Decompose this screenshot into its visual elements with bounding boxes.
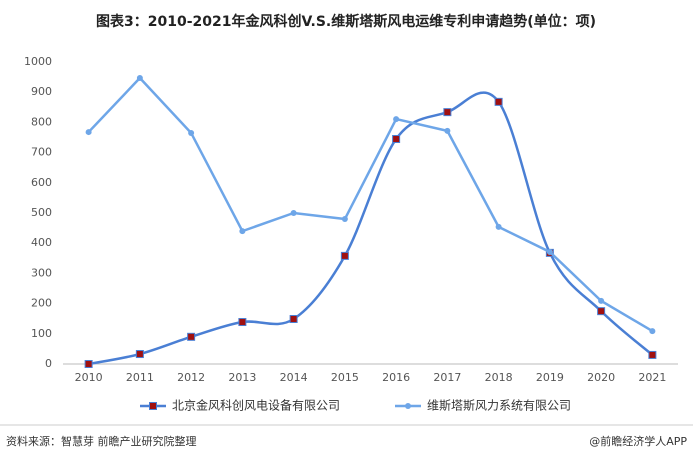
marker bbox=[598, 297, 605, 304]
y-tick-label: 600 bbox=[31, 176, 52, 189]
x-tick-label: 2012 bbox=[177, 371, 205, 384]
x-tick-label: 2020 bbox=[587, 371, 615, 384]
marker bbox=[188, 129, 195, 136]
legend-label: 维斯塔斯风力系统有限公司 bbox=[427, 399, 571, 413]
marker bbox=[85, 129, 92, 136]
marker bbox=[136, 75, 143, 82]
legend-label: 北京金风科创风电设备有限公司 bbox=[172, 398, 340, 413]
x-tick-label: 2014 bbox=[280, 371, 308, 384]
y-tick-label: 700 bbox=[31, 146, 52, 159]
source: 资料来源：智慧芽 前瞻产业研究院整理 bbox=[6, 434, 197, 448]
marker bbox=[392, 135, 401, 144]
chart-title: 图表3：2010-2021年金风科创V.S.维斯塔斯风电运维专利申请趋势(单位：… bbox=[96, 13, 596, 30]
y-tick-label: 300 bbox=[31, 266, 52, 279]
legend-marker bbox=[405, 403, 411, 409]
x-tick-label: 2017 bbox=[433, 371, 461, 384]
marker bbox=[494, 97, 503, 106]
legend-marker bbox=[149, 402, 157, 410]
x-tick-label: 2013 bbox=[228, 371, 256, 384]
marker bbox=[239, 228, 246, 235]
marker bbox=[135, 350, 144, 359]
marker bbox=[290, 210, 297, 216]
y-tick-label: 400 bbox=[31, 236, 52, 249]
x-tick-label: 2016 bbox=[382, 371, 410, 384]
line bbox=[87, 76, 654, 333]
marker bbox=[495, 223, 502, 230]
marker bbox=[187, 332, 196, 341]
x-tick-label: 2021 bbox=[638, 371, 666, 384]
y-tick-label: 0 bbox=[45, 357, 52, 370]
y-tick-label: 800 bbox=[31, 115, 52, 128]
marker bbox=[546, 248, 553, 255]
x-tick-label: 2011 bbox=[126, 371, 154, 384]
marker bbox=[238, 318, 247, 327]
marker bbox=[393, 116, 400, 123]
marker bbox=[597, 307, 606, 316]
marker bbox=[84, 360, 93, 368]
x-tick-label: 2018 bbox=[485, 371, 513, 384]
y-tick-label: 500 bbox=[31, 206, 52, 219]
marker bbox=[649, 328, 656, 335]
y-tick-label: 900 bbox=[31, 85, 52, 98]
y-tick-label: 100 bbox=[31, 327, 52, 340]
x-tick-label: 2015 bbox=[331, 371, 359, 384]
x-tick-label: 2010 bbox=[75, 371, 103, 384]
credit: @前瞻经济学人APP bbox=[589, 434, 687, 448]
marker bbox=[443, 108, 452, 117]
marker bbox=[444, 127, 451, 134]
y-tick-label: 1000 bbox=[24, 55, 52, 68]
marker bbox=[289, 315, 298, 324]
line bbox=[88, 91, 654, 366]
x-tick-label: 2019 bbox=[536, 371, 564, 384]
y-tick-label: 200 bbox=[31, 297, 52, 310]
marker bbox=[341, 216, 348, 223]
marker bbox=[340, 251, 349, 260]
marker bbox=[648, 350, 657, 359]
